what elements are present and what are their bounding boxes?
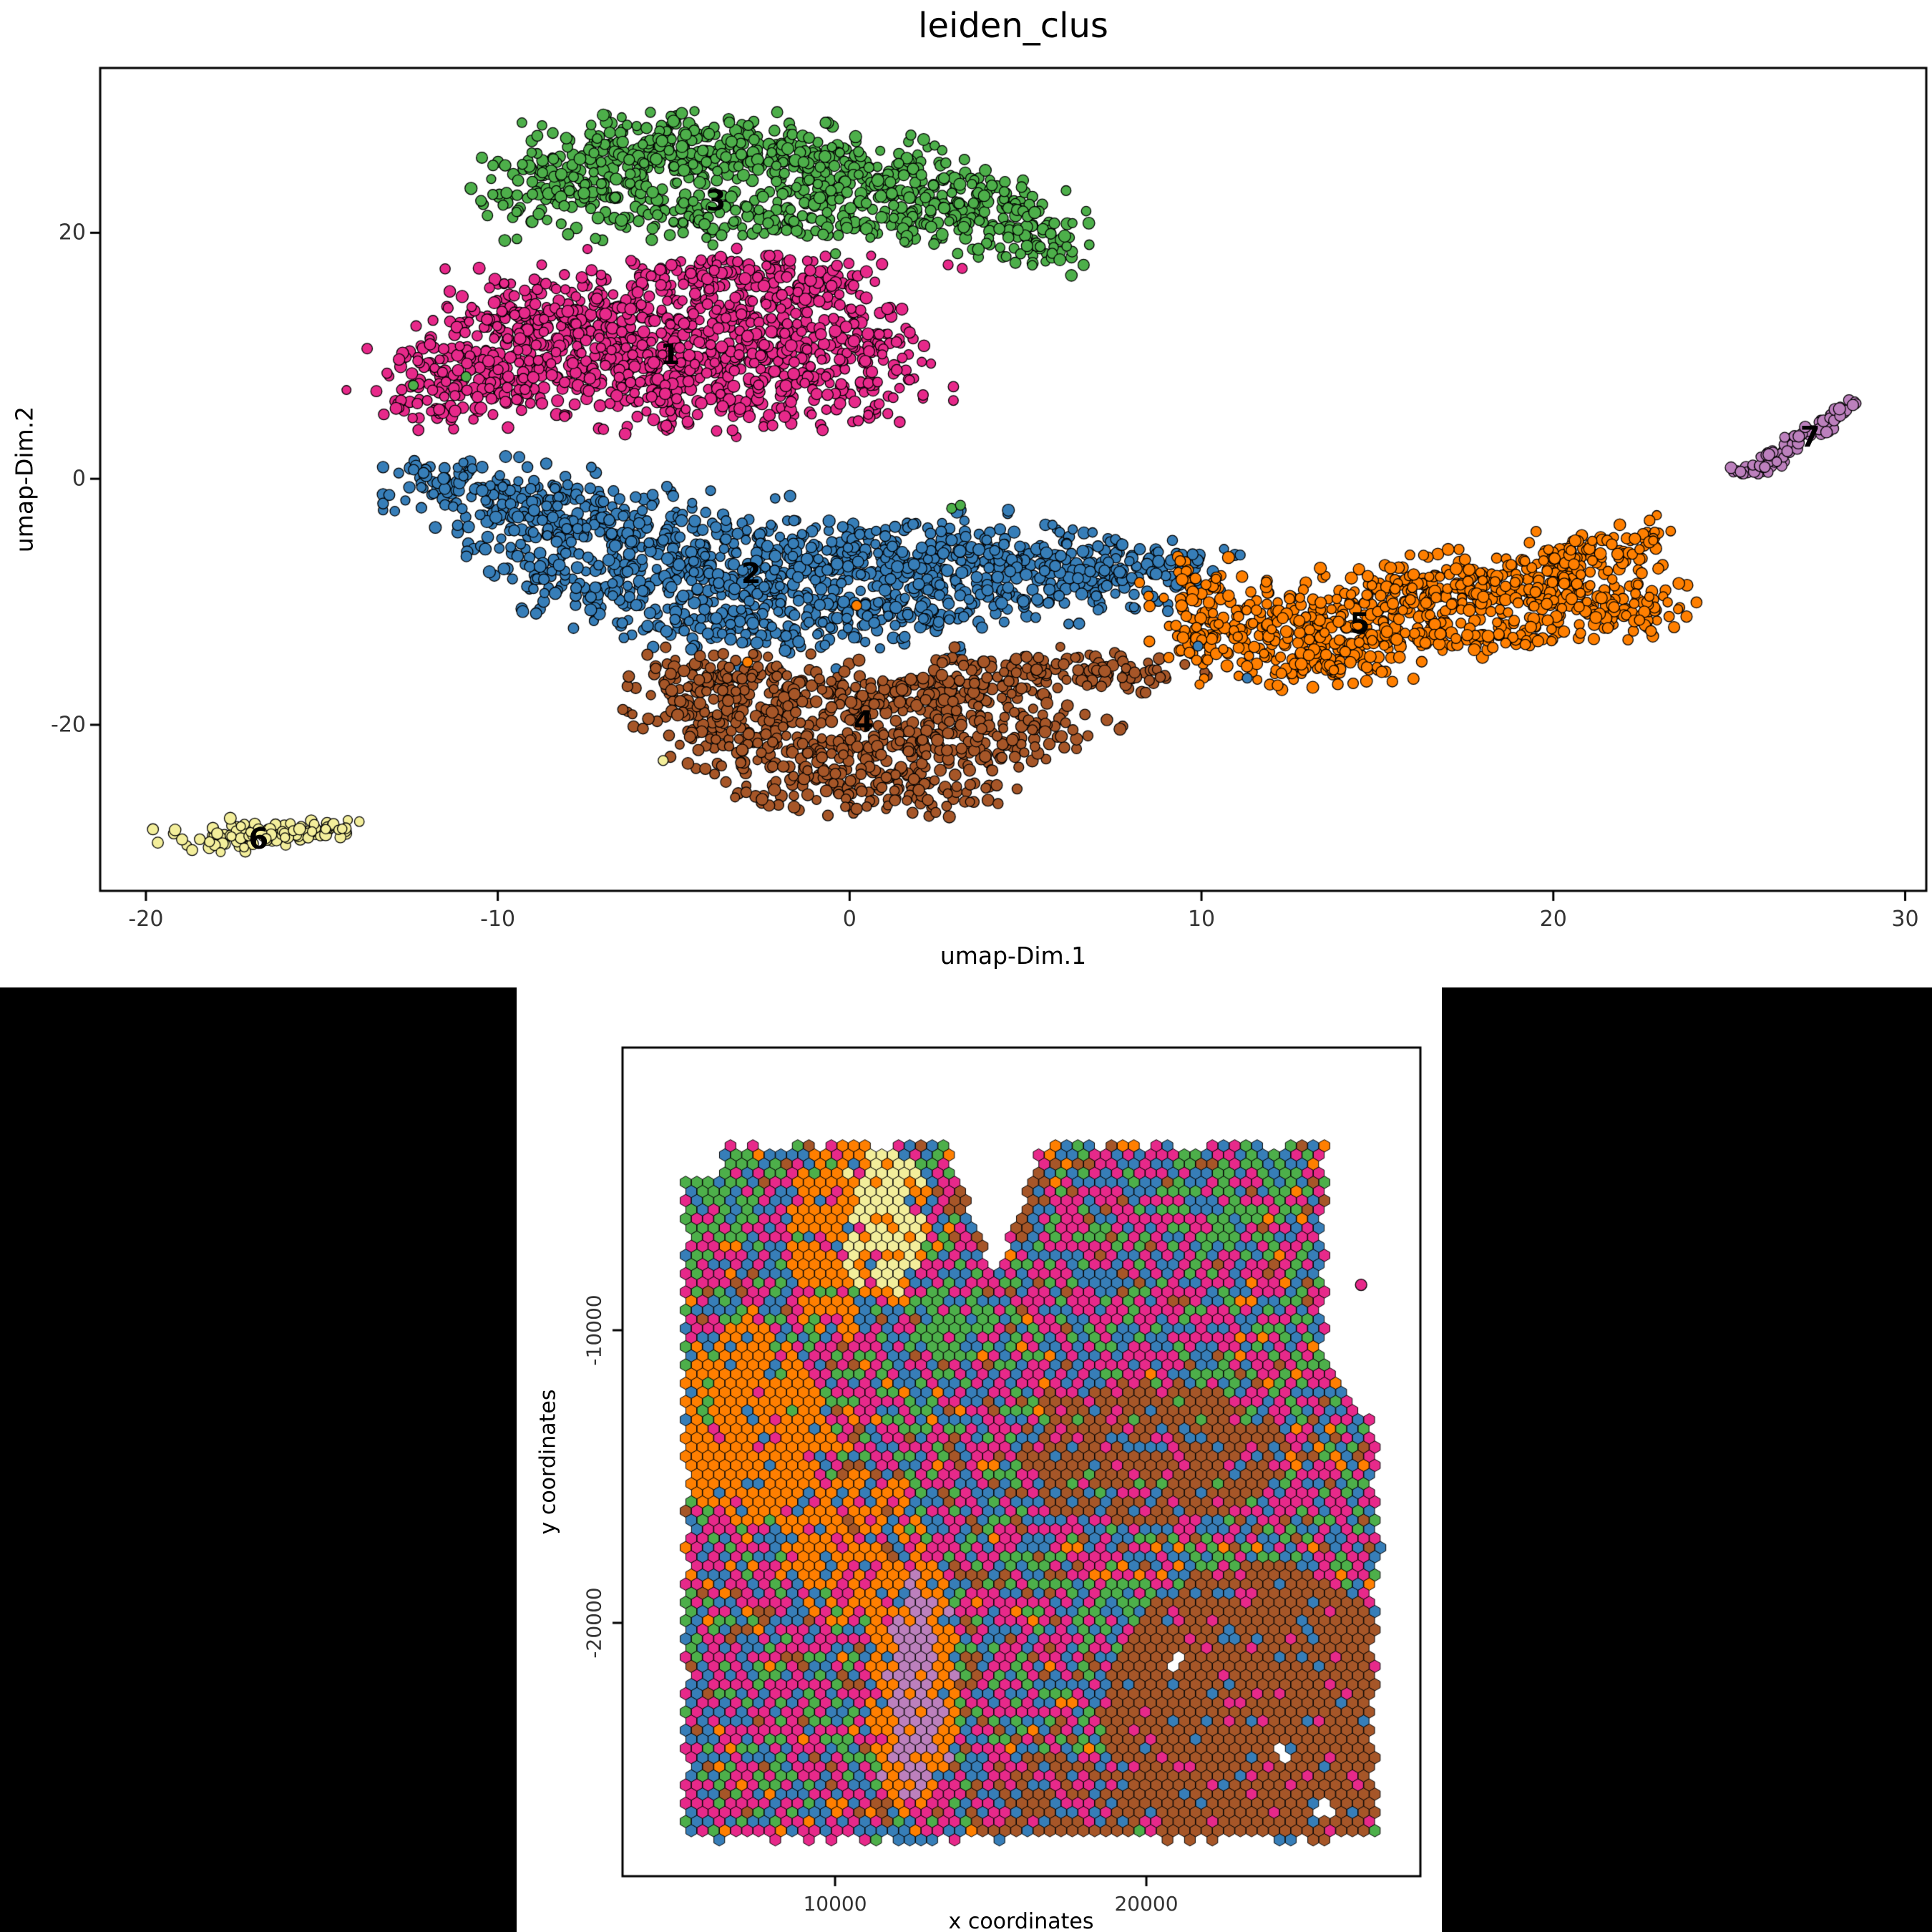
umap-x-tick-label: 30 — [1891, 907, 1919, 932]
umap-title: leiden_clus — [918, 6, 1108, 46]
spatial-x-tick-label: 20000 — [1114, 1892, 1179, 1916]
spatial-figure: x coordinates y coordinates 10000 20000 -1… — [517, 987, 1442, 1932]
umap-y-axis-title: umap-Dim.2 — [10, 406, 39, 553]
umap-x-tick-label: 0 — [842, 907, 857, 932]
cluster-label-3: 3 — [706, 184, 726, 218]
umap-figure: leiden_clus umap-Dim.1 umap-Dim.2 -20 -10… — [0, 0, 1932, 987]
spatial-x-axis-title: x coordinates — [948, 1909, 1094, 1932]
umap-y-tick-label: -20 — [51, 712, 86, 738]
spatial-section: x coordinates y coordinates 10000 20000 -1… — [0, 987, 1932, 1932]
spatial-y-tick-label: -20000 — [582, 1587, 606, 1659]
spatial-map-canvas — [517, 987, 1442, 1932]
umap-x-tick-label: -10 — [480, 907, 516, 932]
cluster-label-7: 7 — [1800, 420, 1820, 454]
umap-y-tick-label: 0 — [72, 466, 86, 492]
umap-x-axis-title: umap-Dim.1 — [940, 942, 1087, 970]
cluster-label-1: 1 — [660, 338, 680, 371]
umap-x-tick-label: 20 — [1539, 907, 1567, 932]
umap-y-tick-label: 20 — [58, 220, 86, 245]
cluster-label-5: 5 — [1350, 607, 1370, 640]
spatial-x-tick-label: 10000 — [803, 1892, 867, 1916]
spatial-y-axis-title: y coordinates — [535, 1389, 561, 1535]
umap-scatter-canvas — [0, 0, 1932, 987]
spatial-y-tick-label: -10000 — [582, 1294, 606, 1366]
cluster-label-2: 2 — [741, 557, 761, 590]
umap-x-tick-label: -20 — [128, 907, 164, 932]
cluster-label-4: 4 — [854, 706, 874, 739]
umap-x-tick-label: 10 — [1187, 907, 1216, 932]
cluster-label-6: 6 — [248, 822, 269, 856]
